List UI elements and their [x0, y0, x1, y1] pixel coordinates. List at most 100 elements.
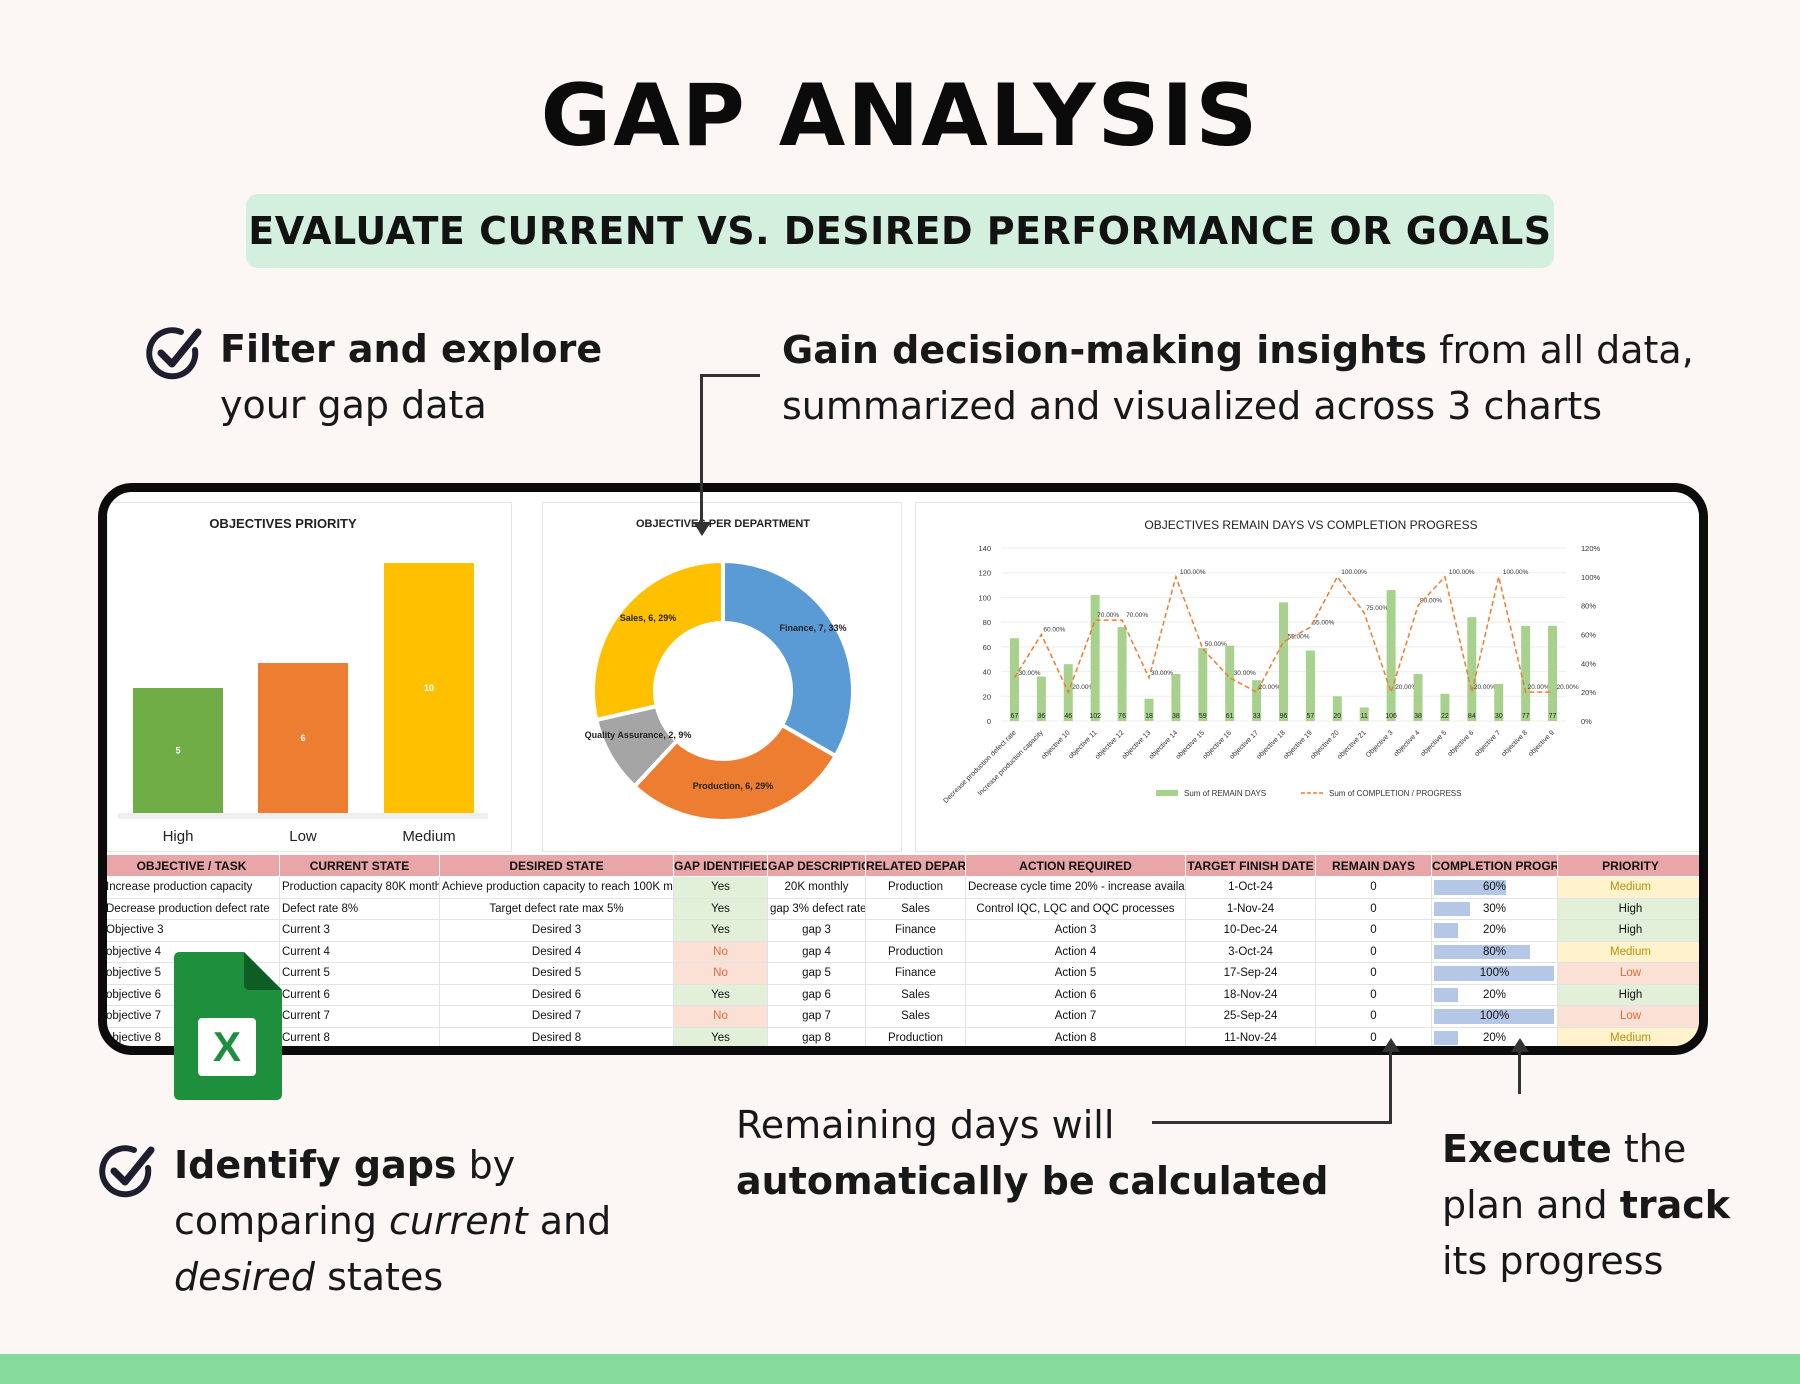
gap-description-cell[interactable]: 20K monthly — [767, 876, 866, 899]
current-state-cell[interactable]: Current 4 — [279, 940, 440, 963]
target-date-cell[interactable]: 11-Nov-24 — [1185, 1026, 1316, 1046]
gap-description-cell[interactable]: gap 4 — [767, 940, 866, 963]
column-header[interactable]: PRIORITY — [1557, 854, 1699, 877]
department-cell[interactable]: Production — [865, 940, 966, 963]
department-cell[interactable]: Production — [865, 1026, 966, 1046]
remain-days-cell[interactable]: 0 — [1315, 876, 1432, 899]
desired-state-cell[interactable]: Desired 7 — [439, 1005, 674, 1028]
department-cell[interactable]: Production — [865, 876, 966, 899]
desired-state-cell[interactable]: Target defect rate max 5% — [439, 897, 674, 920]
gap-description-cell[interactable]: gap 8 — [767, 1026, 866, 1046]
priority-cell[interactable]: Medium — [1557, 940, 1699, 963]
priority-cell[interactable]: High — [1557, 919, 1699, 942]
current-state-cell[interactable]: Current 3 — [279, 919, 440, 942]
target-date-cell[interactable]: 25-Sep-24 — [1185, 1005, 1316, 1028]
objective-cell[interactable]: Objective 3 — [107, 919, 280, 942]
progress-cell[interactable]: 100% — [1431, 1005, 1558, 1028]
priority-cell[interactable]: Medium — [1557, 876, 1699, 899]
column-header[interactable]: GAP IDENTIFIED — [673, 854, 768, 877]
column-header[interactable]: RELATED DEPARTMENT — [865, 854, 966, 877]
current-state-cell[interactable]: Current 8 — [279, 1026, 440, 1046]
action-cell[interactable]: Action 4 — [965, 940, 1186, 963]
gap-identified-cell[interactable]: No — [673, 962, 768, 985]
progress-cell[interactable]: 20% — [1431, 1026, 1558, 1046]
gap-description-cell[interactable]: gap 6 — [767, 983, 866, 1006]
progress-cell[interactable]: 20% — [1431, 919, 1558, 942]
table-row[interactable]: objective 5 Current 5 Desired 5 No gap 5 Fina… — [107, 962, 1699, 985]
column-header[interactable]: COMPLETION PROGRESS — [1431, 854, 1558, 877]
column-header[interactable]: ACTION REQUIRED — [965, 854, 1186, 877]
department-cell[interactable]: Sales — [865, 983, 966, 1006]
gap-identified-cell[interactable]: Yes — [673, 919, 768, 942]
column-header[interactable]: TARGET FINISH DATE — [1185, 854, 1316, 877]
priority-cell[interactable]: Medium — [1557, 1026, 1699, 1046]
priority-cell[interactable]: High — [1557, 983, 1699, 1006]
action-cell[interactable]: Action 7 — [965, 1005, 1186, 1028]
department-cell[interactable]: Sales — [865, 1005, 966, 1028]
target-date-cell[interactable]: 1-Nov-24 — [1185, 897, 1316, 920]
gap-description-cell[interactable]: gap 3 — [767, 919, 866, 942]
remain-days-cell[interactable]: 0 — [1315, 1005, 1432, 1028]
remain-days-cell[interactable]: 0 — [1315, 983, 1432, 1006]
department-cell[interactable]: Finance — [865, 919, 966, 942]
target-date-cell[interactable]: 3-Oct-24 — [1185, 940, 1316, 963]
action-cell[interactable]: Action 3 — [965, 919, 1186, 942]
column-header[interactable]: DESIRED STATE — [439, 854, 674, 877]
target-date-cell[interactable]: 1-Oct-24 — [1185, 876, 1316, 899]
current-state-cell[interactable]: Production capacity 80K monthly — [279, 876, 440, 899]
gap-description-cell[interactable]: gap 3% defect rate — [767, 897, 866, 920]
desired-state-cell[interactable]: Desired 5 — [439, 962, 674, 985]
current-state-cell[interactable]: Current 6 — [279, 983, 440, 1006]
priority-cell[interactable]: Low — [1557, 962, 1699, 985]
objective-cell[interactable]: Decrease production defect rate — [107, 897, 280, 920]
gap-identified-cell[interactable]: Yes — [673, 983, 768, 1006]
column-header[interactable]: GAP DESCRIPTION — [767, 854, 866, 877]
gap-description-cell[interactable]: gap 5 — [767, 962, 866, 985]
column-header[interactable]: OBJECTIVE / TASK — [107, 854, 280, 877]
gap-identified-cell[interactable]: Yes — [673, 897, 768, 920]
priority-cell[interactable]: Low — [1557, 1005, 1699, 1028]
remain-days-cell[interactable]: 0 — [1315, 1026, 1432, 1046]
progress-cell[interactable]: 30% — [1431, 897, 1558, 920]
column-header[interactable]: REMAIN DAYS — [1315, 854, 1432, 877]
remain-days-cell[interactable]: 0 — [1315, 919, 1432, 942]
progress-cell[interactable]: 60% — [1431, 876, 1558, 899]
action-cell[interactable]: Action 8 — [965, 1026, 1186, 1046]
table-row[interactable]: objective 4 Current 4 Desired 4 No gap 4 Prod… — [107, 940, 1699, 963]
department-cell[interactable]: Finance — [865, 962, 966, 985]
remain-days-cell[interactable]: 0 — [1315, 962, 1432, 985]
action-cell[interactable]: Decrease cycle time 20% - increase avail… — [965, 876, 1186, 899]
table-row[interactable]: objective 7 Current 7 Desired 7 No gap 7 Sale… — [107, 1005, 1699, 1028]
current-state-cell[interactable]: Defect rate 8% — [279, 897, 440, 920]
table-row[interactable]: Increase production capacity Production c… — [107, 876, 1699, 899]
gap-identified-cell[interactable]: No — [673, 1005, 768, 1028]
target-date-cell[interactable]: 10-Dec-24 — [1185, 919, 1316, 942]
desired-state-cell[interactable]: Desired 4 — [439, 940, 674, 963]
target-date-cell[interactable]: 17-Sep-24 — [1185, 962, 1316, 985]
gap-identified-cell[interactable]: Yes — [673, 1026, 768, 1046]
target-date-cell[interactable]: 18-Nov-24 — [1185, 983, 1316, 1006]
remain-days-cell[interactable]: 0 — [1315, 940, 1432, 963]
action-cell[interactable]: Control IQC, LQC and OQC processes — [965, 897, 1186, 920]
table-row[interactable]: Decrease production defect rate Defect ra… — [107, 897, 1699, 920]
department-cell[interactable]: Sales — [865, 897, 966, 920]
current-state-cell[interactable]: Current 5 — [279, 962, 440, 985]
column-header[interactable]: CURRENT STATE — [279, 854, 440, 877]
desired-state-cell[interactable]: Achieve production capacity to reach 100… — [439, 876, 674, 899]
desired-state-cell[interactable]: Desired 8 — [439, 1026, 674, 1046]
priority-cell[interactable]: High — [1557, 897, 1699, 920]
action-cell[interactable]: Action 5 — [965, 962, 1186, 985]
gap-identified-cell[interactable]: Yes — [673, 876, 768, 899]
progress-cell[interactable]: 80% — [1431, 940, 1558, 963]
gap-identified-cell[interactable]: No — [673, 940, 768, 963]
progress-cell[interactable]: 20% — [1431, 983, 1558, 1006]
current-state-cell[interactable]: Current 7 — [279, 1005, 440, 1028]
desired-state-cell[interactable]: Desired 6 — [439, 983, 674, 1006]
action-cell[interactable]: Action 6 — [965, 983, 1186, 1006]
objective-cell[interactable]: Increase production capacity — [107, 876, 280, 899]
table-row[interactable]: objective 8 Current 8 Desired 8 Yes gap 8 Pro… — [107, 1026, 1699, 1046]
table-row[interactable]: objective 6 Current 6 Desired 6 Yes gap 6 Sal… — [107, 983, 1699, 1006]
desired-state-cell[interactable]: Desired 3 — [439, 919, 674, 942]
progress-cell[interactable]: 100% — [1431, 962, 1558, 985]
remain-days-cell[interactable]: 0 — [1315, 897, 1432, 920]
